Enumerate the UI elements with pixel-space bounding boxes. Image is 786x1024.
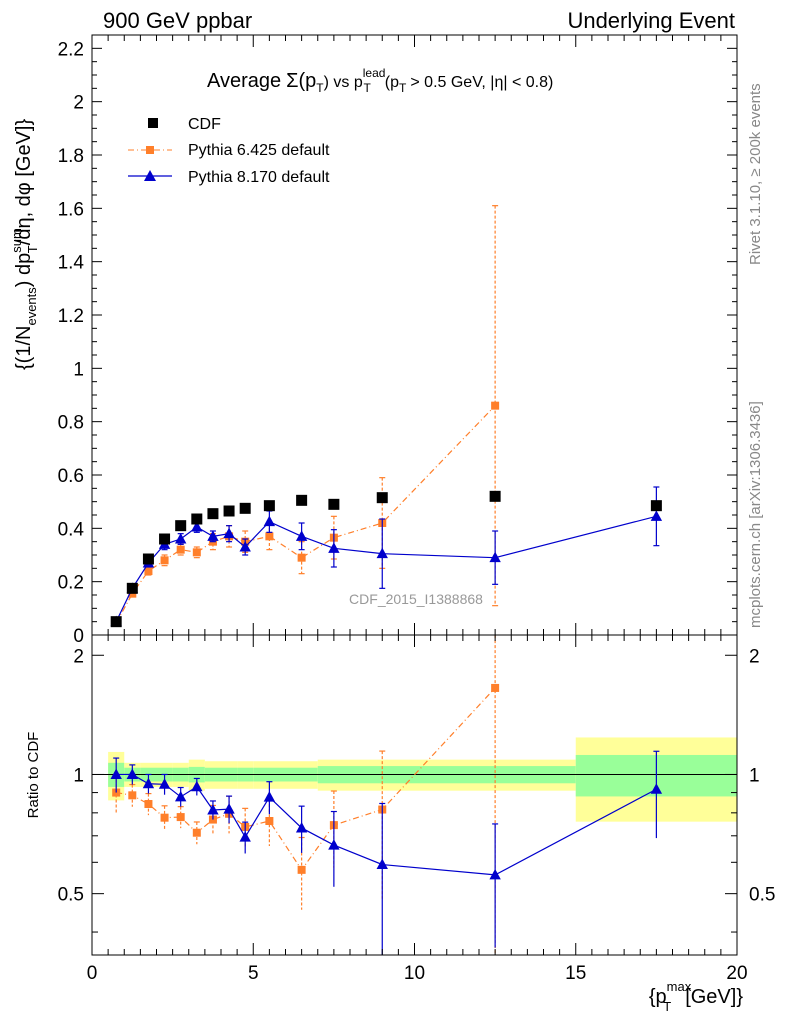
point-pythia6 xyxy=(491,401,500,410)
point-pythia8 xyxy=(650,510,663,521)
ratio-point-pythia8 xyxy=(142,777,155,789)
ratio-point-pythia8 xyxy=(295,821,308,833)
ratio-y-tick-label: 1 xyxy=(73,765,84,786)
point-cdf xyxy=(207,508,219,520)
ratio-point-pythia8 xyxy=(239,831,251,842)
ratio-y-tick-label-right: 2 xyxy=(749,646,760,667)
point-cdf xyxy=(376,492,388,504)
y-tick-label: 1 xyxy=(73,359,84,380)
watermark: CDF_2015_I1388868 xyxy=(349,591,483,607)
point-pythia8 xyxy=(174,533,187,544)
point-cdf xyxy=(175,520,187,532)
x-tick-label: 5 xyxy=(248,963,259,984)
legend-marker-pythia8 xyxy=(144,170,156,181)
ratio-y-tick-label-right: 1 xyxy=(749,765,760,786)
y-tick-label: 0.4 xyxy=(58,519,85,540)
point-pythia8 xyxy=(191,521,203,532)
y-tick-label: 0.2 xyxy=(58,573,84,594)
x-tick-label: 20 xyxy=(726,963,747,984)
ratio-y-axis-label: Ratio to CDF xyxy=(25,732,42,819)
legend-marker-pythia6 xyxy=(146,146,154,154)
point-pythia6 xyxy=(160,556,169,565)
point-cdf xyxy=(191,513,203,525)
x-tick-label: 15 xyxy=(565,963,586,984)
header-right: Underlying Event xyxy=(567,8,735,33)
point-cdf xyxy=(328,498,340,510)
point-cdf xyxy=(142,553,154,565)
y-tick-label: 1.6 xyxy=(58,199,84,220)
ratio-point-pythia8 xyxy=(174,790,187,802)
x-tick-label: 10 xyxy=(404,963,425,984)
y-tick-label: 1.4 xyxy=(58,253,85,274)
ratio-point-pythia6 xyxy=(491,683,500,692)
ratio-point-pythia6 xyxy=(160,813,169,822)
mcplots-label: mcplots.cern.ch [arXiv:1306.3436] xyxy=(747,401,764,628)
point-pythia8 xyxy=(207,530,219,541)
point-pythia8 xyxy=(376,547,388,559)
ratio-point-pythia6 xyxy=(265,817,274,826)
legend: CDF Pythia 6.425 default Pythia 8.170 de… xyxy=(128,116,330,186)
ratio-point-pythia8 xyxy=(650,783,663,794)
y-tick-label: 1.8 xyxy=(58,146,84,167)
ratio-point-pythia8 xyxy=(489,868,501,880)
ratio-point-pythia6 xyxy=(128,791,137,800)
ratio-point-pythia8 xyxy=(376,858,388,870)
ratio-y-tick-label: 0.5 xyxy=(58,885,84,906)
point-pythia8 xyxy=(328,542,340,553)
header-left: 900 GeV ppbar xyxy=(103,8,252,33)
point-cdf xyxy=(110,616,122,628)
ratio-point-pythia8 xyxy=(328,839,340,850)
x-axis-label: {pmax T [GeV]} xyxy=(649,979,743,1014)
ratio-point-pythia8 xyxy=(263,791,276,802)
legend-marker-cdf xyxy=(148,118,158,128)
point-cdf xyxy=(489,490,501,502)
legend-label-cdf: CDF xyxy=(188,116,221,133)
ratio-y-tick-label-right: 0.5 xyxy=(749,885,775,906)
point-cdf xyxy=(263,500,275,512)
point-pythia8 xyxy=(489,551,501,563)
y-tick-label: 2 xyxy=(73,93,84,114)
ratio-point-pythia8 xyxy=(207,804,219,815)
point-cdf xyxy=(296,494,308,506)
point-pythia6 xyxy=(192,548,201,557)
y-tick-label: 1.2 xyxy=(58,306,84,327)
y-tick-label: 2.2 xyxy=(58,39,84,60)
rivet-label: Rivet 3.1.10, ≥ 200k events xyxy=(747,83,764,265)
main-y-axis-label: {(1/Nevents) dpsumT/dη, dφ [GeV]} xyxy=(9,119,40,370)
point-cdf xyxy=(239,502,251,514)
ratio-point-pythia8 xyxy=(110,768,122,779)
y-tick-label: 0.6 xyxy=(58,466,84,487)
chart-title: Average Σ(pT) vs plead T (pT > 0.5 GeV, |η| … xyxy=(207,66,553,95)
point-cdf xyxy=(650,500,662,512)
ratio-point-pythia8 xyxy=(158,778,171,789)
ratio-point-pythia8 xyxy=(126,768,139,779)
x-tick-label: 0 xyxy=(87,963,98,984)
legend-label-pythia6: Pythia 6.425 default xyxy=(188,142,330,159)
point-pythia8 xyxy=(239,541,251,552)
ratio-point-pythia6 xyxy=(297,865,306,874)
ratio-line-pythia6 xyxy=(116,687,496,871)
ratio-point-pythia6 xyxy=(144,800,153,809)
point-cdf xyxy=(223,505,235,517)
legend-label-pythia8: Pythia 8.170 default xyxy=(188,169,330,186)
point-pythia8 xyxy=(223,527,235,539)
point-cdf xyxy=(159,533,171,545)
ratio-point-pythia6 xyxy=(192,828,201,837)
point-pythia6 xyxy=(176,545,185,554)
point-pythia6 xyxy=(297,553,306,562)
point-pythia8 xyxy=(263,515,276,527)
y-tick-label: 0.8 xyxy=(58,413,84,434)
ratio-point-pythia8 xyxy=(191,780,203,792)
ratio-y-tick-label: 2 xyxy=(73,646,84,667)
point-cdf xyxy=(126,582,138,594)
ratio-point-pythia6 xyxy=(176,813,185,822)
point-pythia6 xyxy=(265,532,274,541)
point-pythia8 xyxy=(295,530,308,541)
ratio-point-pythia8 xyxy=(223,803,235,814)
series-line-pythia6 xyxy=(115,405,496,624)
point-pythia6 xyxy=(144,567,153,575)
y-tick-label: 0 xyxy=(73,626,84,647)
